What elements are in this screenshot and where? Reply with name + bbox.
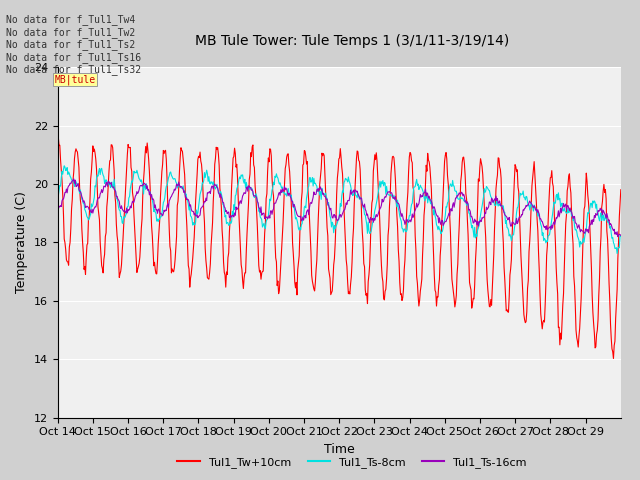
Tul1_Tw+10cm <box>398 298 406 303</box>
Legend: Tul1_Tw+10cm, Tul1_Ts-8cm, Tul1_Ts-16cm: Tul1_Tw+10cm, Tul1_Ts-8cm, Tul1_Ts-16cm <box>173 452 531 472</box>
Tul1_Ts-16cm <box>70 176 77 182</box>
Tul1_Tw+10cm <box>120 210 128 216</box>
Line: Tul1_Tw+10cm: Tul1_Tw+10cm <box>58 137 621 359</box>
Tul1_Tw+10cm <box>224 255 232 261</box>
Tul1_Ts-8cm <box>613 251 621 256</box>
Line: Tul1_Ts-8cm: Tul1_Ts-8cm <box>58 166 621 253</box>
Tul1_Ts-16cm <box>398 211 406 216</box>
Tul1_Tw+10cm <box>273 283 281 288</box>
Tul1_Tw+10cm <box>429 253 437 259</box>
Tul1_Ts-16cm <box>120 208 128 214</box>
Tul1_Ts-8cm <box>224 220 232 226</box>
Tul1_Ts-16cm <box>617 233 625 239</box>
Tul1_Ts-16cm <box>54 204 61 210</box>
X-axis label: Time: Time <box>324 443 355 456</box>
Tul1_Ts-16cm <box>224 210 232 216</box>
Tul1_Ts-8cm <box>60 163 68 168</box>
Tul1_Ts-8cm <box>120 215 128 221</box>
Text: No data for f_Tul1_Tw4
No data for f_Tul1_Tw2
No data for f_Tul1_Ts2
No data for: No data for f_Tul1_Tw4 No data for f_Tul… <box>6 14 141 75</box>
Tul1_Tw+10cm <box>610 356 618 361</box>
Tul1_Ts-16cm <box>614 234 621 240</box>
Tul1_Ts-8cm <box>54 198 61 204</box>
Tul1_Ts-8cm <box>252 191 260 197</box>
Tul1_Ts-8cm <box>429 212 437 218</box>
Line: Tul1_Ts-16cm: Tul1_Ts-16cm <box>58 179 621 237</box>
Tul1_Ts-8cm <box>398 225 406 231</box>
Text: MB Tule Tower: Tule Temps 1 (3/1/11-3/19/14): MB Tule Tower: Tule Temps 1 (3/1/11-3/19… <box>195 34 509 48</box>
Text: MB|tule: MB|tule <box>54 74 95 85</box>
Tul1_Tw+10cm <box>252 193 260 199</box>
Tul1_Ts-8cm <box>617 233 625 239</box>
Tul1_Ts-16cm <box>429 204 437 210</box>
Tul1_Tw+10cm <box>54 148 61 154</box>
Tul1_Ts-16cm <box>273 196 281 202</box>
Y-axis label: Temperature (C): Temperature (C) <box>15 192 28 293</box>
Tul1_Ts-16cm <box>252 193 260 199</box>
Tul1_Tw+10cm <box>617 187 625 192</box>
Tul1_Ts-8cm <box>273 174 281 180</box>
Tul1_Tw+10cm <box>54 134 62 140</box>
